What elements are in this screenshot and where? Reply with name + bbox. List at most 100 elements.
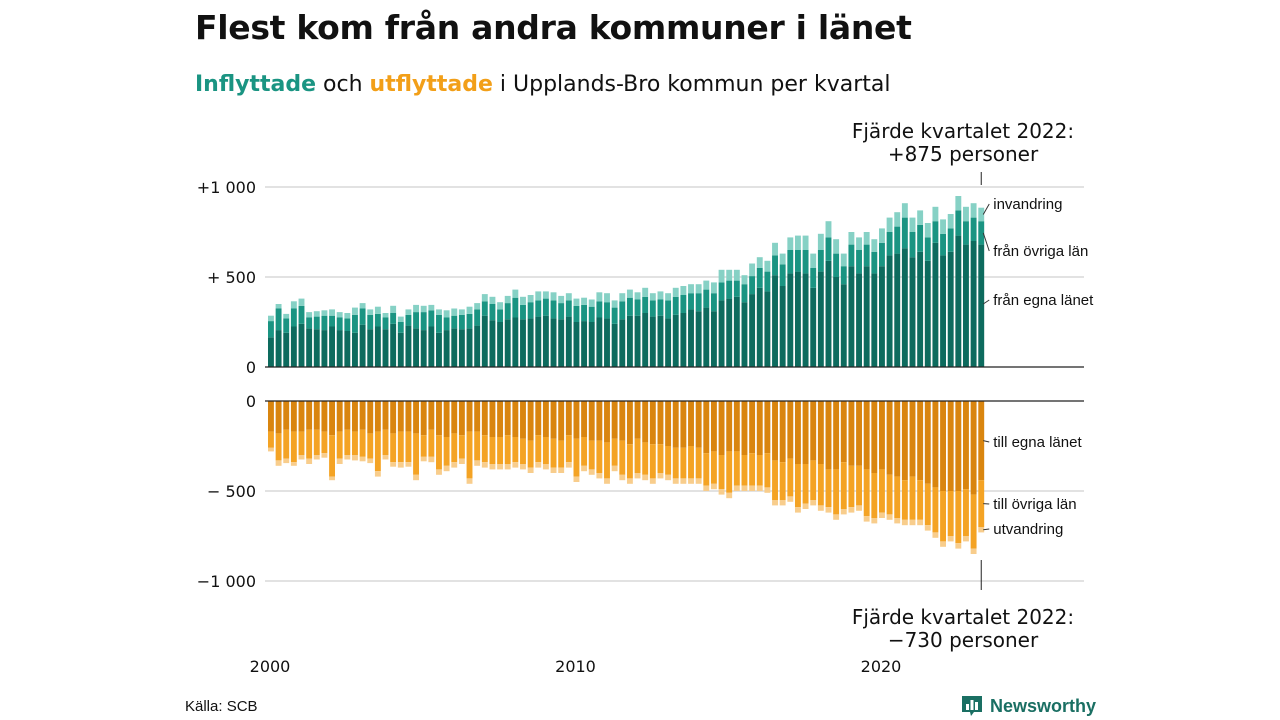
- bar-inflow-segment: [596, 301, 603, 318]
- bar-inflow-segment: [863, 244, 870, 267]
- bar-inflow-segment: [978, 207, 985, 222]
- bar-inflow-segment: [626, 315, 633, 367]
- series-label-invandring: invandring: [993, 196, 1062, 213]
- bar-outflow-segment: [573, 476, 580, 482]
- bar-inflow-segment: [558, 303, 565, 320]
- bar-inflow-segment: [680, 295, 687, 313]
- bar-outflow-segment: [963, 401, 969, 490]
- bar-outflow-segment: [833, 401, 840, 470]
- bar-outflow-segment: [520, 438, 526, 464]
- bar-outflow-segment: [840, 462, 847, 509]
- bar-outflow-segment: [825, 401, 832, 470]
- bar-inflow-segment: [932, 221, 939, 243]
- subtitle-rest: i Upplands-Bro kommun per kvartal: [492, 72, 891, 97]
- bar-outflow-segment: [451, 433, 458, 463]
- bar-outflow-segment: [481, 435, 488, 463]
- bar-outflow-segment: [497, 464, 504, 470]
- bar-inflow-segment: [886, 232, 893, 256]
- bar-outflow-segment: [733, 401, 740, 452]
- bar-inflow-segment: [352, 307, 358, 315]
- bar-inflow-segment: [840, 253, 847, 267]
- bar-outflow-segment: [527, 401, 534, 441]
- bar-outflow-segment: [657, 473, 664, 479]
- bar-outflow-segment: [619, 474, 626, 481]
- bar-inflow-segment: [504, 303, 511, 320]
- bar-inflow-segment: [726, 269, 733, 281]
- bar-inflow-segment: [802, 235, 809, 250]
- bar-inflow-segment: [726, 298, 733, 367]
- bar-inflow-segment: [512, 297, 519, 318]
- bar-outflow-segment: [336, 401, 343, 432]
- bar-inflow-segment: [535, 291, 542, 301]
- bar-inflow-segment: [779, 264, 786, 286]
- bar-inflow-segment: [688, 284, 694, 294]
- bar-outflow-segment: [726, 401, 733, 452]
- bar-inflow-segment: [542, 315, 549, 367]
- y-tick-label-inflow: 0: [246, 358, 256, 377]
- bar-inflow-segment: [886, 217, 893, 232]
- bar-inflow-segment: [695, 311, 702, 367]
- bar-inflow-segment: [550, 292, 557, 301]
- bar-inflow-segment: [390, 305, 397, 313]
- bar-inflow-segment: [749, 294, 756, 367]
- bar-outflow-segment: [306, 429, 313, 459]
- bar-inflow-segment: [321, 315, 328, 331]
- bar-inflow-segment: [970, 217, 977, 241]
- bar-outflow-segment: [352, 455, 358, 461]
- bar-outflow-segment: [947, 401, 954, 491]
- bar-outflow-segment: [283, 401, 290, 430]
- bar-inflow-segment: [940, 255, 946, 367]
- bar-outflow-segment: [764, 453, 771, 488]
- bar-outflow-segment: [856, 505, 862, 511]
- bar-inflow-segment: [924, 223, 931, 238]
- bar-outflow-segment: [588, 440, 595, 470]
- bar-inflow-segment: [466, 313, 473, 329]
- bar-outflow-segment: [756, 455, 763, 486]
- bar-outflow-segment: [833, 514, 840, 520]
- bar-inflow-segment: [604, 293, 610, 303]
- bar-outflow-segment: [749, 485, 756, 491]
- bar-inflow-segment: [680, 313, 687, 367]
- bar-inflow-segment: [634, 292, 641, 300]
- bar-outflow-segment: [374, 401, 381, 432]
- bar-inflow-segment: [397, 322, 404, 333]
- bar-inflow-segment: [290, 301, 297, 309]
- bar-outflow-segment: [481, 462, 488, 468]
- bar-outflow-segment: [466, 431, 473, 479]
- bar-inflow-segment: [565, 300, 572, 317]
- bar-inflow-segment: [787, 237, 794, 250]
- bar-inflow-segment: [497, 302, 504, 310]
- brand-logo[interactable]: Newsworthy: [960, 694, 1096, 718]
- bar-inflow-segment: [879, 242, 885, 267]
- bar-inflow-segment: [772, 275, 778, 367]
- bar-outflow-segment: [901, 480, 908, 520]
- bar-inflow-segment: [306, 328, 313, 367]
- bar-outflow-segment: [749, 401, 756, 454]
- bar-outflow-segment: [527, 440, 534, 468]
- brand-name: Newsworthy: [990, 695, 1097, 716]
- bar-inflow-segment: [764, 260, 771, 272]
- bar-inflow-segment: [871, 251, 878, 274]
- bar-outflow-segment: [512, 462, 519, 468]
- bar-outflow-segment: [649, 401, 656, 445]
- bar-outflow-segment: [558, 440, 565, 468]
- bar-inflow-segment: [420, 305, 427, 313]
- bar-outflow-segment: [810, 500, 817, 506]
- bar-inflow-segment: [688, 293, 694, 310]
- bar-outflow-segment: [802, 401, 809, 464]
- series-label-leader: [983, 440, 990, 443]
- y-tick-label-outflow: −1 000: [197, 572, 256, 591]
- bar-outflow-segment: [352, 401, 358, 432]
- bar-outflow-segment: [374, 471, 381, 477]
- bar-outflow-segment: [535, 435, 542, 463]
- bar-outflow-segment: [481, 401, 488, 436]
- bar-outflow-segment: [565, 401, 572, 436]
- bar-outflow-segment: [535, 401, 542, 436]
- bar-outflow-segment: [886, 401, 893, 475]
- bar-inflow-segment: [657, 291, 664, 300]
- bar-outflow-segment: [413, 474, 420, 481]
- bar-inflow-segment: [710, 282, 717, 294]
- bar-outflow-segment: [642, 442, 649, 475]
- bar-outflow-segment: [497, 437, 504, 464]
- bar-inflow-segment: [367, 314, 374, 330]
